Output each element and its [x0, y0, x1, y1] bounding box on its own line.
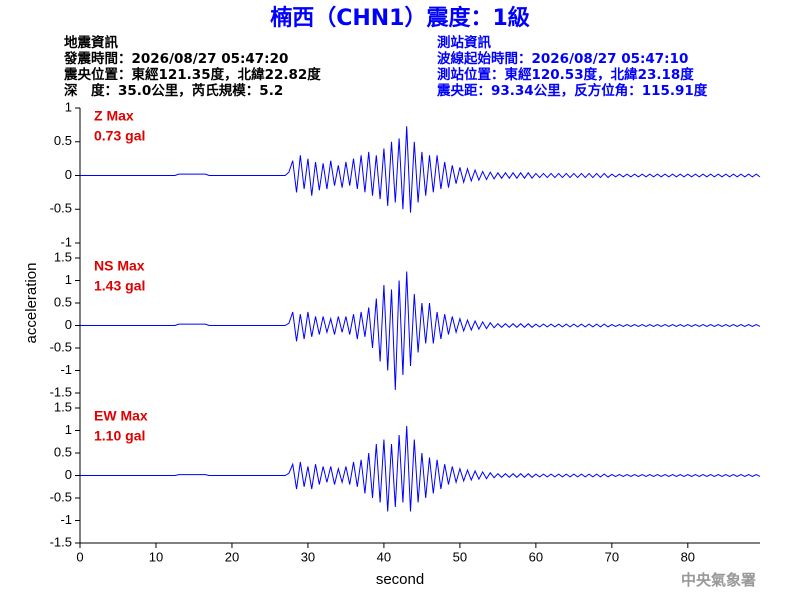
- event-info: 深 度：35.0公里，芮氏規模：5.2: [64, 82, 283, 99]
- title: 楠西（CHN1）震度：1級: [270, 5, 530, 31]
- x-tick-label: 0: [76, 549, 83, 564]
- y-tick-label: 1.5: [54, 399, 72, 414]
- station-info: 震央距：93.34公里，反方位角：115.91度: [436, 82, 708, 99]
- station-info: 測站位置：東經120.53度，北緯23.18度: [437, 66, 694, 83]
- y-tick-label: 1: [65, 272, 72, 287]
- x-tick-label: 40: [377, 549, 391, 564]
- y-axis-label: acceleration: [23, 263, 40, 344]
- x-tick-label: 60: [529, 549, 543, 564]
- station-info: 波線起始時間：2026/08/27 05:47:10: [437, 50, 688, 67]
- y-tick-label: 0: [65, 317, 72, 332]
- waveform: [80, 126, 761, 213]
- y-tick-label: -1: [60, 362, 72, 377]
- y-tick-label: -1.5: [50, 384, 72, 399]
- y-tick-label: 0.5: [54, 133, 72, 148]
- x-tick-label: 80: [681, 549, 695, 564]
- y-tick-label: 0: [65, 467, 72, 482]
- event-info: 地震資訊: [64, 34, 118, 51]
- max-annotation: NS Max: [94, 258, 145, 274]
- footer: 中央氣象署: [681, 571, 756, 589]
- x-tick-label: 30: [301, 549, 315, 564]
- y-tick-label: 1: [65, 422, 72, 437]
- max-annotation: EW Max: [94, 408, 148, 424]
- y-tick-label: 0.5: [54, 294, 72, 309]
- y-tick-label: -0.5: [50, 489, 72, 504]
- y-tick-label: -1.5: [50, 534, 72, 549]
- x-axis-label: second: [376, 571, 424, 588]
- y-tick-label: -0.5: [50, 339, 72, 354]
- max-annotation: Z Max: [94, 108, 134, 124]
- y-tick-label: 1: [65, 99, 72, 114]
- waveform: [80, 271, 761, 390]
- max-annotation: 1.10 gal: [94, 428, 145, 444]
- y-tick-label: 0.5: [54, 444, 72, 459]
- y-tick-label: 0: [65, 167, 72, 182]
- y-tick-label: -1: [60, 234, 72, 249]
- x-tick-label: 20: [225, 549, 239, 564]
- event-info: 發震時間：2026/08/27 05:47:20: [63, 50, 288, 67]
- y-tick-label: -1: [60, 512, 72, 527]
- x-tick-label: 50: [453, 549, 467, 564]
- max-annotation: 1.43 gal: [94, 278, 145, 294]
- y-tick-label: 1.5: [54, 249, 72, 264]
- x-tick-label: 10: [149, 549, 163, 564]
- max-annotation: 0.73 gal: [94, 128, 145, 144]
- waveform: [80, 425, 761, 512]
- station-info: 測站資訊: [437, 34, 491, 51]
- x-tick-label: 70: [605, 549, 619, 564]
- event-info: 震央位置：東經121.35度，北緯22.82度: [63, 66, 321, 83]
- y-tick-label: -0.5: [50, 201, 72, 216]
